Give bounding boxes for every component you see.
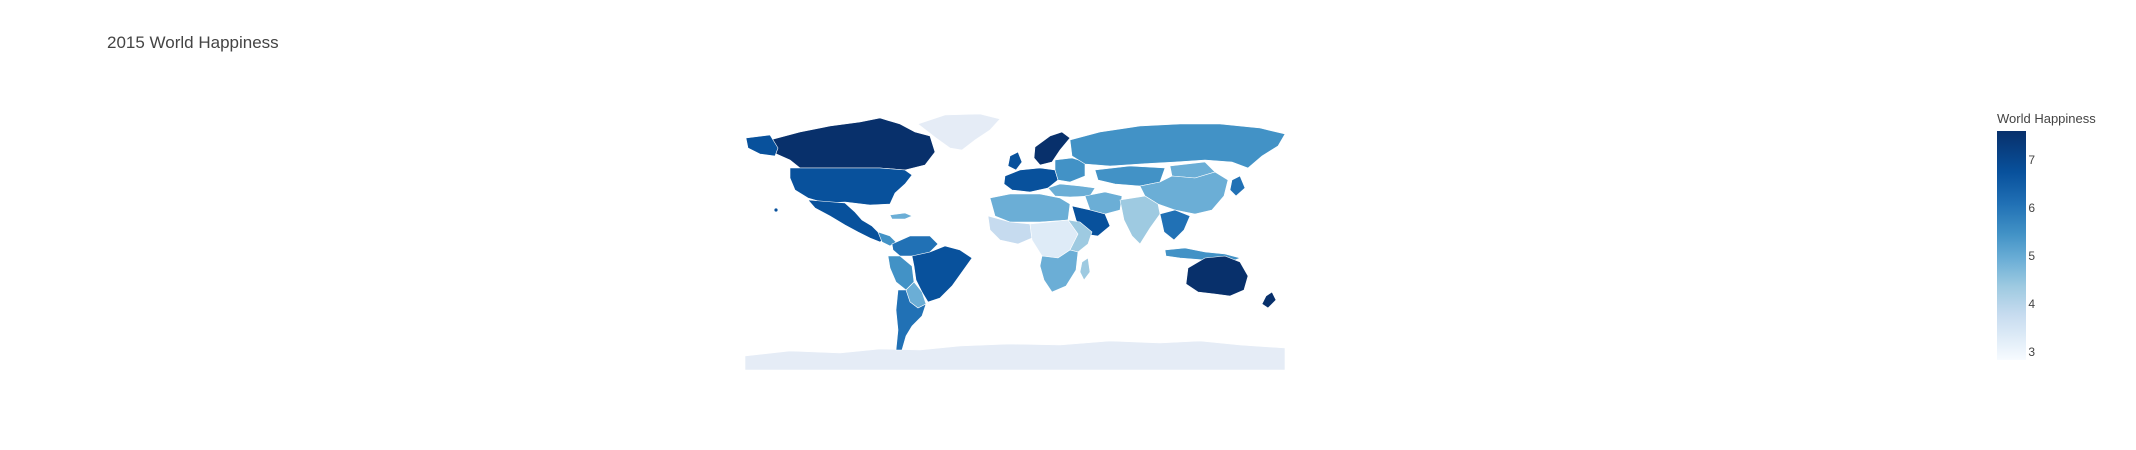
region-usa[interactable] bbox=[789, 167, 913, 206]
region-australia[interactable] bbox=[1185, 255, 1249, 297]
region-russia[interactable] bbox=[1069, 123, 1286, 169]
region-india[interactable] bbox=[1119, 195, 1161, 245]
colorbar-title: World Happiness bbox=[1997, 111, 2096, 126]
region-madagascar[interactable] bbox=[1079, 257, 1091, 281]
region-eastern-europe[interactable] bbox=[1054, 157, 1086, 183]
region-hawaii[interactable] bbox=[774, 208, 778, 212]
region-north-africa[interactable] bbox=[989, 193, 1071, 223]
chart-title: 2015 World Happiness bbox=[107, 33, 279, 52]
region-scandinavia[interactable] bbox=[1033, 131, 1071, 166]
colorbar-tick: 5 bbox=[2028, 249, 2035, 263]
region-southern-africa[interactable] bbox=[1039, 249, 1079, 293]
region-east-africa[interactable] bbox=[1067, 219, 1093, 253]
region-alaska[interactable] bbox=[745, 134, 779, 157]
region-uk-ireland[interactable] bbox=[1007, 151, 1023, 171]
region-caribbean[interactable] bbox=[889, 212, 913, 220]
region-western-europe[interactable] bbox=[1003, 167, 1059, 193]
region-west-africa[interactable] bbox=[987, 215, 1033, 245]
region-greenland[interactable] bbox=[917, 113, 1001, 151]
region-argentina-chile[interactable] bbox=[895, 289, 927, 351]
region-canada[interactable] bbox=[769, 117, 936, 171]
region-antarctica[interactable] bbox=[744, 340, 1286, 371]
region-mexico[interactable] bbox=[807, 199, 887, 243]
colorbar-tick: 6 bbox=[2028, 201, 2035, 215]
colorbar-tick: 7 bbox=[2028, 153, 2035, 167]
region-new-zealand[interactable] bbox=[1261, 291, 1277, 309]
colorbar-tick: 3 bbox=[2028, 345, 2035, 359]
region-balkans-turkey[interactable] bbox=[1047, 183, 1096, 198]
region-brazil[interactable] bbox=[911, 245, 973, 303]
region-japan-korea[interactable] bbox=[1229, 175, 1246, 197]
colorbar-tick: 4 bbox=[2028, 297, 2035, 311]
region-southeast-asia[interactable] bbox=[1159, 209, 1191, 241]
colorbar bbox=[1997, 131, 2026, 360]
region-peru-ecuador[interactable] bbox=[887, 255, 915, 291]
